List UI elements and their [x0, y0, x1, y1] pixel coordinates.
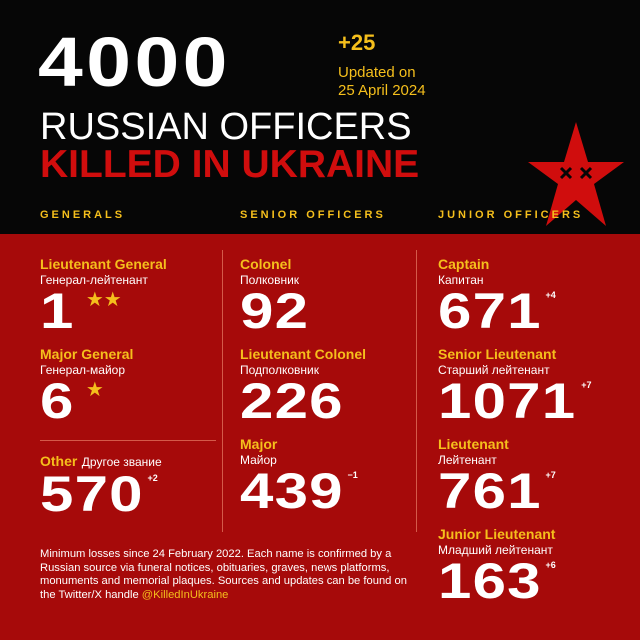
updated-value: 25 April 2024: [338, 82, 426, 99]
row-divider: [40, 440, 216, 441]
rank-name-ru: Другое звание: [81, 455, 162, 469]
rank-delta: +6: [545, 560, 556, 570]
rank-count-row: 1 ★★: [40, 282, 122, 340]
rank-count-row: 163 +6: [438, 552, 556, 610]
rank-name: Major General: [40, 346, 134, 362]
rank-count: 92: [240, 283, 310, 339]
updated-label: Updated on: [338, 64, 416, 81]
rank-count: 439: [240, 463, 344, 519]
rank-count: 761: [438, 463, 542, 519]
rank-label: Other Другое звание: [40, 453, 162, 471]
column-divider: [222, 250, 223, 532]
rank-count: 1071: [438, 373, 577, 429]
rank-name: Captain: [438, 256, 490, 272]
rank-count-row: 226: [240, 372, 343, 430]
rank-name-ru: Полковник: [240, 273, 300, 287]
rank-name-ru: Старший лейтенант: [438, 363, 550, 377]
rank-name: Lieutenant Colonel: [240, 346, 366, 362]
footnote-text: Minimum losses since 24 February 2022. E…: [40, 548, 407, 601]
column-divider: [416, 250, 417, 532]
general-stars-icon: ★: [85, 379, 104, 401]
general-stars-icon: ★★: [85, 289, 122, 311]
rank-name-ru: Подполковник: [240, 363, 319, 377]
rank-delta: +2: [147, 473, 158, 483]
rank-name-ru: Генерал-майор: [40, 363, 125, 377]
rank-count: 226: [240, 373, 344, 429]
rank-count-row: 92: [240, 282, 308, 340]
rank-delta: +7: [545, 470, 556, 480]
rank-name: Other: [40, 453, 78, 469]
rank-count-row: 1071 +7: [438, 372, 592, 430]
twitter-handle-link[interactable]: @KilledInUkraine: [141, 588, 229, 601]
footnote: Minimum losses since 24 February 2022. E…: [40, 548, 410, 602]
updated-date: Updated on 25 April 2024: [338, 64, 426, 100]
rank-count-row: 439 −1: [240, 462, 358, 520]
rank-count: 1: [40, 283, 75, 339]
rank-name-ru: Лейтенант: [438, 453, 497, 467]
section-senior-officers: SENIOR OFFICERS: [240, 209, 386, 221]
total-count: 4000: [38, 23, 231, 101]
rank-delta: +7: [581, 380, 592, 390]
section-generals: GENERALS: [40, 209, 126, 221]
rank-name: Junior Lieutenant: [438, 526, 556, 542]
title-line-1: RUSSIAN OFFICERS: [40, 106, 412, 148]
section-junior-officers: JUNIOR OFFICERS: [438, 209, 584, 221]
rank-name: Lieutenant General: [40, 256, 167, 272]
rank-name-ru: Младший лейтенант: [438, 543, 553, 557]
rank-count-row: 6 ★: [40, 372, 104, 430]
rank-count: 6: [40, 373, 75, 429]
rank-count-row: 761 +7: [438, 462, 556, 520]
total-delta: +25: [338, 30, 376, 55]
rank-count: 671: [438, 283, 542, 339]
rank-name-ru: Генерал-лейтенант: [40, 273, 148, 287]
title-line-2: KILLED IN UKRAINE: [40, 143, 420, 186]
rank-name: Colonel: [240, 256, 292, 272]
rank-name: Lieutenant: [438, 436, 509, 452]
rank-count: 570: [40, 466, 144, 522]
rank-count-row: 570 +2: [40, 465, 158, 523]
rank-delta: −1: [347, 470, 358, 480]
rank-count: 163: [438, 553, 542, 609]
header-band: [0, 0, 640, 234]
rank-name: Major: [240, 436, 278, 452]
rank-name-ru: Майор: [240, 453, 277, 467]
rank-delta: +4: [545, 290, 556, 300]
red-star-logo-icon: [528, 122, 624, 226]
rank-name-ru: Капитан: [438, 273, 484, 287]
rank-name: Senior Lieutenant: [438, 346, 557, 362]
rank-count-row: 671 +4: [438, 282, 556, 340]
